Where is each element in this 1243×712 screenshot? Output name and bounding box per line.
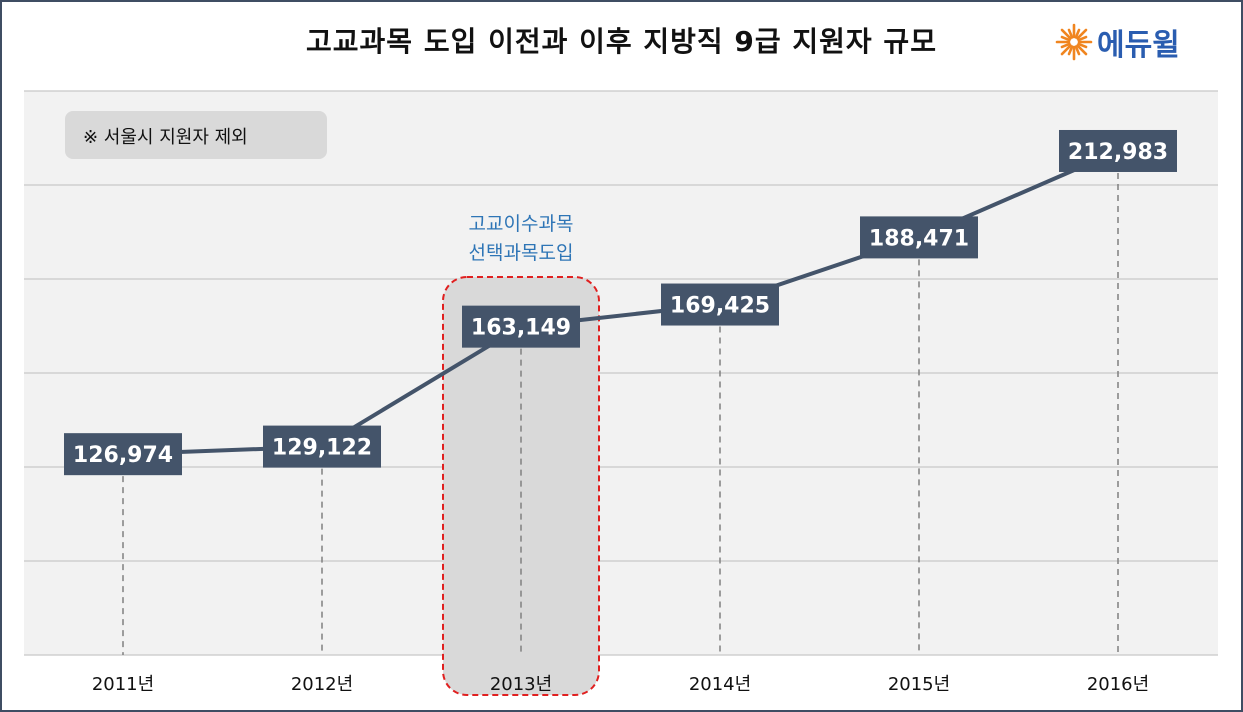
sunburst-ray <box>1060 35 1071 42</box>
sunburst-ray <box>1060 28 1072 40</box>
data-labels: 126,974 129,122 163,149 169,425 188,471 212,9… <box>64 129 1177 476</box>
sunburst-ray <box>1077 35 1088 42</box>
x-tick-label: 2016년 <box>1087 674 1149 695</box>
data-label: 169,425 <box>670 294 770 319</box>
series-line <box>122 149 1119 457</box>
sunburst-ray <box>1074 45 1081 56</box>
x-tick-label: 2012년 <box>291 674 353 695</box>
sunburst-ray <box>1060 44 1072 56</box>
highlight-label-line1: 고교이수과목 <box>469 213 574 235</box>
logo-text: 에듀윌 <box>1097 28 1180 63</box>
note-box: ※ 서울시 지원자 제외 <box>65 111 327 159</box>
sunburst-ray <box>1077 42 1088 49</box>
data-label-box <box>1059 129 1177 172</box>
logo: 에듀윌 <box>1055 22 1180 63</box>
data-label: 126,974 <box>73 443 173 468</box>
x-tick-label: 2014년 <box>689 674 751 695</box>
x-tick-label: 2013년 <box>490 674 552 695</box>
sunburst-icon <box>1055 23 1093 61</box>
x-tick-label: 2015년 <box>888 674 950 695</box>
data-label: 163,149 <box>471 316 571 341</box>
drop-lines <box>122 150 1119 655</box>
data-label-box <box>462 305 580 348</box>
x-axis-ticks: 2011년 2012년 2013년 2014년 2015년 2016년 <box>92 674 1149 695</box>
data-label-box <box>860 216 978 259</box>
sunburst-ray <box>1076 28 1088 40</box>
chart-title: 고교과목 도입 이전과 이후 지방직 9급 지원자 규모 <box>306 25 937 58</box>
data-label-box <box>661 283 779 326</box>
data-label-box <box>263 425 381 468</box>
note-text: ※ 서울시 지원자 제외 <box>83 127 248 148</box>
x-tick-label: 2011년 <box>92 674 154 695</box>
sunburst-ray <box>1067 45 1074 56</box>
sunburst-ray <box>1067 28 1074 39</box>
data-label: 188,471 <box>869 226 969 251</box>
sunburst-ray <box>1076 44 1088 56</box>
data-label: 212,983 <box>1068 140 1168 165</box>
highlight-label-line2: 선택과목도입 <box>469 242 574 264</box>
sunburst-ray <box>1074 28 1081 39</box>
gridlines <box>24 90 1218 656</box>
data-label-box <box>64 433 182 476</box>
data-label: 129,122 <box>272 436 372 461</box>
sunburst-ray <box>1060 42 1071 49</box>
